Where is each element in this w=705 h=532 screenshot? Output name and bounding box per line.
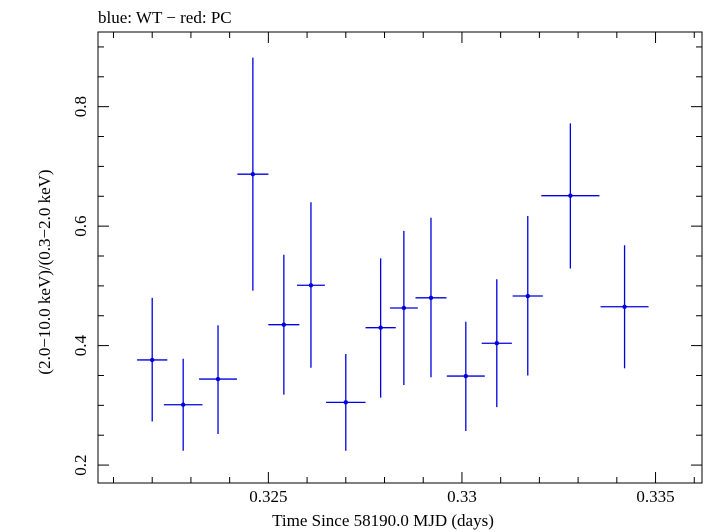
data-point [365,258,396,398]
data-point [600,245,649,369]
data-series [137,57,649,451]
x-tick-label: 0.335 [636,487,674,506]
data-marker [180,402,186,407]
data-marker [401,305,407,311]
y-tick-label: 0.4 [71,334,90,356]
chart-title: blue: WT − red: PC [98,8,232,27]
data-point [512,215,543,376]
data-marker [378,325,383,330]
data-point [137,297,168,422]
plot-frame [97,31,703,484]
data-marker [150,357,155,363]
data-point [199,325,237,435]
data-marker [525,293,530,299]
x-tick-label: 0.325 [249,487,287,506]
data-marker [494,341,499,346]
x-axis-label: Time Since 58190.0 MJD (days) [272,511,494,530]
x-tick-label: 0.33 [447,487,477,506]
data-point [237,57,269,291]
data-marker [281,322,287,327]
data-point [415,217,447,378]
data-marker [622,304,627,309]
data-point [163,358,203,451]
y-tick-label: 0.6 [71,216,90,237]
data-point [268,254,300,395]
data-marker [343,400,348,405]
data-point [446,321,485,432]
data-marker [463,373,469,379]
y-axis-label: (2.0−10.0 keV)/(0.3−2.0 keV) [35,169,54,374]
axes: 0.325 0.33 0.335 0.2 0.4 0.6 0.8 [71,32,702,506]
data-point [389,230,418,386]
data-point [541,123,600,269]
y-tick-label: 0.2 [71,454,90,475]
data-marker [250,171,256,177]
data-marker [308,283,314,288]
data-point [481,279,512,408]
data-marker [428,295,434,301]
data-point [297,202,325,368]
data-point [326,353,366,451]
y-tick-label: 0.8 [71,96,90,117]
data-marker [215,376,221,382]
data-marker [568,193,573,198]
